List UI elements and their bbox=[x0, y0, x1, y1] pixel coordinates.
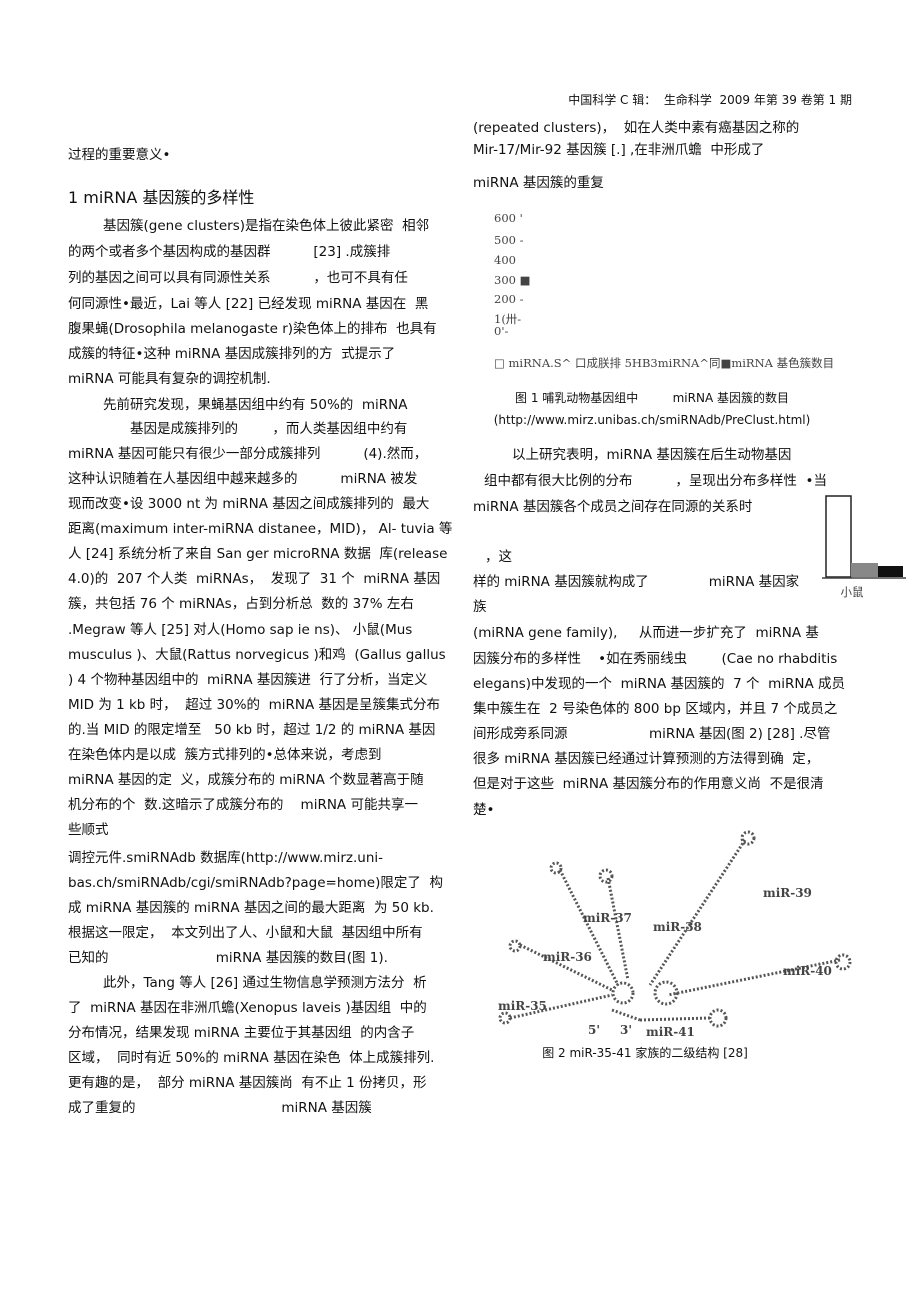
structure-label: miR-36 bbox=[543, 950, 592, 964]
text-line: (repeated clusters)， 如在人类中素有癌基因之称的 bbox=[473, 120, 800, 136]
text-line: 但是对于这些 miRNA 基因簇分布的作用意义尚 不是很清 bbox=[473, 776, 824, 792]
small-bar-graphic bbox=[822, 495, 906, 579]
text-line: 人 [24] 系统分析了来自 San ger microRNA 数据 库(rel… bbox=[68, 546, 448, 562]
chart-label: 小鼠 bbox=[840, 585, 864, 599]
text-line: ) 4 个物种基因组中的 miRNA 基因簇进 行了分析，当定义 bbox=[68, 672, 428, 688]
text-line: 以上研究表明，miRNA 基因簇在后生动物基因 bbox=[512, 447, 792, 463]
text-line: 分布情况，结果发现 miRNA 主要位于其基因组 的内含子 bbox=[68, 1025, 415, 1041]
text-line: miRNA 基因的定 义，成簇分布的 miRNA 个数显著高于随 bbox=[68, 772, 424, 788]
text-line: musculus )、大鼠(Rattus norvegicus )和鸡 (Gal… bbox=[68, 647, 446, 663]
text-line: 更有趣的是， 部分 miRNA 基因簇尚 有不止 1 份拷贝，形 bbox=[68, 1075, 427, 1091]
text-line: 列的基因之间可以具有同源性关系 ，也可不具有任 bbox=[68, 270, 408, 286]
figure-caption: 图 1 哺乳动物基因组中 miRNA 基因簇的数目 bbox=[515, 391, 789, 405]
text-line: 成 miRNA 基因簇的 miRNA 基因之间的最大距离 为 50 kb. bbox=[68, 900, 434, 916]
text-line: MID 为 1 kb 时， 超过 30%的 miRNA 基因是呈簇集式分布 bbox=[68, 697, 441, 713]
structure-label: miR-38 bbox=[653, 920, 702, 934]
text-line: 4.0)的 207 个人类 miRNAs， 发现了 31 个 miRNA 基因 bbox=[68, 571, 441, 587]
text-line: 距离(maximum inter-miRNA distanee，MID)， Al… bbox=[68, 521, 453, 537]
text-line: 成簇的特征•这种 miRNA 基因成簇排列的方 式提示了 bbox=[68, 346, 396, 362]
text-line: 组中都有很大比例的分布 ，呈现出分布多样性 •当 bbox=[484, 473, 827, 489]
text-line: 机分布的个 数.这暗示了成簇分布的 miRNA 可能共享一 bbox=[68, 797, 418, 813]
text-line: 间形成旁系同源 miRNA 基因(图 2) [28] .尽管 bbox=[473, 726, 831, 742]
text-line: ，这 bbox=[485, 549, 512, 565]
running-header: 中国科学 C 辑： 生命科学 2009 年第 39 卷第 1 期 bbox=[568, 93, 852, 107]
text-line: 因簇分布的多样性 •如在秀丽线虫 (Cae no rhabditis bbox=[473, 651, 838, 667]
text-line: elegans)中发现的一个 miRNA 基因簇的 7 个 miRNA 成员 bbox=[473, 676, 846, 692]
text-line: miRNA 可能具有复杂的调控机制. bbox=[68, 371, 271, 387]
text-line: Mir-17/Mir-92 基因簇 [.] ,在非洲爪蟾 中形成了 bbox=[473, 142, 765, 158]
axis-label: 600 ' bbox=[494, 211, 523, 225]
text-line: 腹果蝇(Drosophila melanogaste r)染色体上的排布 也具有 bbox=[68, 321, 437, 337]
text-line: 这种认识随着在人基因组中越来越多的 miRNA 被发 bbox=[68, 471, 418, 487]
text-line: 集中簇生在 2 号染色体的 800 bp 区域内，并且 7 个成员之 bbox=[473, 701, 838, 717]
text-line: 些顺式 bbox=[68, 822, 109, 838]
text-line: 先前研究发现，果蝇基因组中约有 50%的 miRNA bbox=[103, 397, 408, 413]
text-line: 了 miRNA 基因在非洲爪蟾(Xenopus laveis )基因组 中的 bbox=[68, 1000, 427, 1016]
text-line: 基因簇(gene clusters)是指在染色体上彼此紧密 相邻 bbox=[103, 218, 430, 234]
structure-label: 5' bbox=[588, 1023, 600, 1037]
text-line: 的.当 MID 的限定增至 50 kb 时，超过 1/2 的 miRNA 基因 bbox=[68, 722, 436, 738]
text-line: 成了重复的 miRNA 基因簇 bbox=[68, 1100, 372, 1116]
text-line: 已知的 miRNA 基因簇的数目(图 1). bbox=[68, 950, 388, 966]
structure-label: 3' bbox=[620, 1023, 632, 1037]
text-line: miRNA 基因簇的重复 bbox=[473, 175, 604, 191]
text-line: 在染色体内是以成 簇方式排列的•总体来说，考虑到 bbox=[68, 747, 382, 763]
structure-label: miR-41 bbox=[646, 1025, 695, 1039]
axis-label: 0'- bbox=[494, 324, 509, 338]
axis-label: 200 - bbox=[494, 292, 524, 306]
figure-legend: □ miRNA.S^ 口成朕排 5HB3miRNA^同■miRNA 基色簇数目 bbox=[494, 356, 835, 370]
structure-label: miR-35 bbox=[498, 999, 547, 1013]
figure-2-structure bbox=[498, 830, 852, 1028]
text-line: (miRNA gene family), 从而进一步扩充了 miRNA 基 bbox=[473, 625, 819, 641]
text-line: 的两个或者多个基因构成的基因群 [23] .成簇排 bbox=[68, 244, 391, 260]
text-line: 样的 miRNA 基因簇就构成了 miRNA 基因家 bbox=[473, 574, 800, 590]
text-line: 族 bbox=[473, 599, 487, 615]
text-line: 区域， 同时有近 50%的 miRNA 基因在染色 体上成簇排列. bbox=[68, 1050, 435, 1066]
text-line: .Megraw 等人 [25] 对人(Homo sap ie ns)、 小鼠(M… bbox=[68, 622, 413, 638]
axis-label: 400 bbox=[494, 253, 516, 267]
structure-label: miR-39 bbox=[763, 886, 812, 900]
text-line: 根据这一限定， 本文列出了人、小鼠和大鼠 基因组中所有 bbox=[68, 925, 423, 941]
figure-url: (http://www.mirz.unibas.ch/smiRNAdb/PreC… bbox=[493, 413, 811, 427]
text-line: 调控元件.smiRNAdb 数据库(http://www.mirz.uni- bbox=[68, 850, 383, 866]
structure-label: miR-40 bbox=[783, 964, 832, 978]
figure-caption: 图 2 miR-35-41 家族的二级结构 [28] bbox=[542, 1046, 748, 1060]
section-heading: 1 miRNA 基因簇的多样性 bbox=[68, 188, 255, 207]
text-line: 现而改变•设 3000 nt 为 miRNA 基因之间成簇排列的 最大 bbox=[68, 496, 430, 512]
text-line: miRNA 基因簇各个成员之间存在同源的关系时 bbox=[473, 499, 753, 515]
axis-label: 500 - bbox=[494, 233, 524, 247]
text-line: 很多 miRNA 基因簇已经通过计算预测的方法得到确 定， bbox=[473, 751, 820, 767]
axis-label: 300 ■ bbox=[494, 273, 531, 287]
text-line: 簇，共包括 76 个 miRNAs，占到分析总 数的 37% 左右 bbox=[68, 596, 414, 612]
text-line: 过程的重要意义• bbox=[68, 147, 171, 163]
text-line: 何同源性•最近，Lai 等人 [22] 已经发现 miRNA 基因在 黑 bbox=[68, 296, 429, 312]
structure-label: miR-37 bbox=[583, 911, 632, 925]
text-line: bas.ch/smiRNAdb/cgi/smiRNAdb?page=home)限… bbox=[68, 875, 443, 891]
text-line: 此外，Tang 等人 [26] 通过生物信息学预测方法分 析 bbox=[103, 975, 427, 991]
text-line: 基因是成簇排列的 ，而人类基因组中约有 bbox=[130, 421, 408, 437]
text-line: 楚• bbox=[473, 802, 495, 818]
axis-label: 1(卅- bbox=[494, 312, 522, 326]
text-line: miRNA 基因可能只有很少一部分成簇排列 (4).然而， bbox=[68, 446, 428, 462]
